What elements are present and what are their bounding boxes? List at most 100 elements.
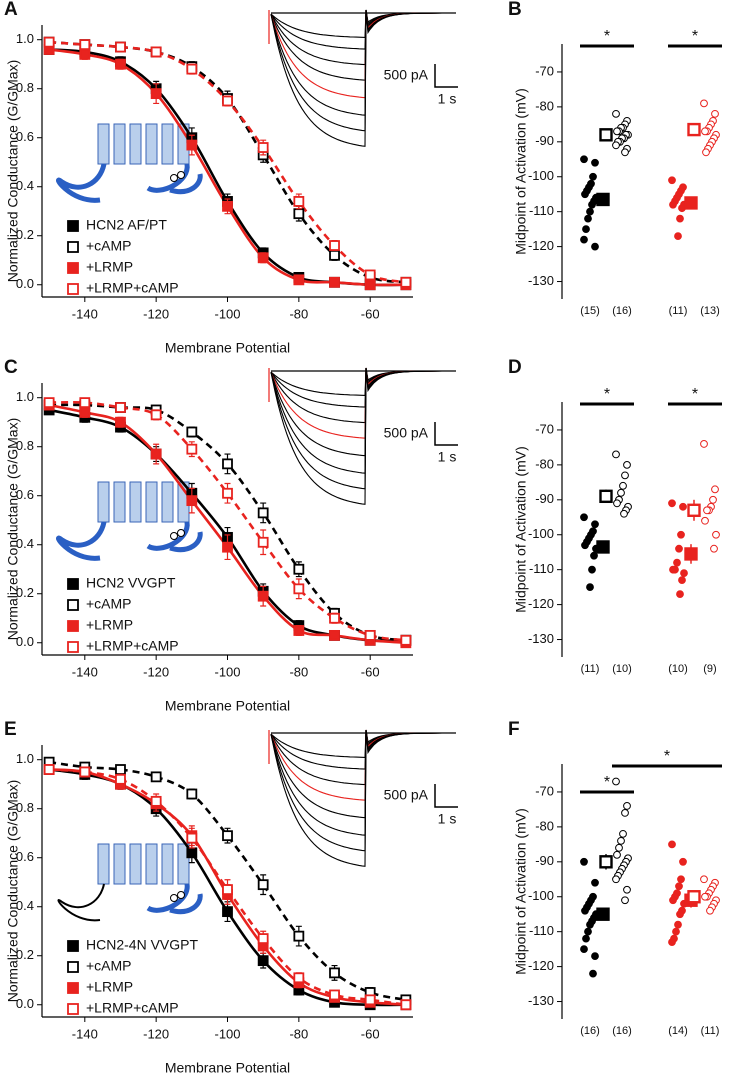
point <box>619 829 627 838</box>
group-label: (9) <box>703 663 716 675</box>
n-terminus <box>55 521 107 561</box>
significance-label: * <box>664 748 670 765</box>
marker <box>222 200 233 212</box>
x-tick-label: -100 <box>214 664 240 679</box>
legend-marker <box>67 1003 79 1015</box>
x-tick-label: -80 <box>289 306 308 321</box>
marker <box>293 208 305 220</box>
trace <box>270 367 454 457</box>
marker <box>364 994 376 1006</box>
trace <box>270 729 454 867</box>
y-tick-label: 0.0 <box>16 996 34 1011</box>
marker <box>43 764 55 775</box>
point <box>679 857 687 866</box>
helix <box>113 481 126 523</box>
mean-marker <box>599 489 613 504</box>
x-tick-label: -100 <box>214 306 240 321</box>
y-tick-label: -120 <box>528 958 554 973</box>
marker <box>257 142 269 153</box>
marker <box>329 629 340 641</box>
trace <box>270 367 454 474</box>
point <box>623 885 631 894</box>
group-label: (13) <box>700 305 720 317</box>
marker <box>186 426 198 438</box>
legend-label: +LRMP <box>86 979 133 995</box>
marker <box>79 766 91 778</box>
y-tick-label: -90 <box>535 491 554 506</box>
point <box>591 242 599 251</box>
panel: F -130 -120 -110 -100 -90 -80 -70 Midpoint of Ac… <box>508 719 722 1037</box>
point <box>701 516 709 525</box>
point <box>612 777 620 786</box>
marker <box>329 612 340 624</box>
marker <box>222 830 233 842</box>
x-axis-title: Membrane Potential <box>165 1060 290 1076</box>
c-terminus <box>146 883 203 914</box>
point <box>580 945 588 954</box>
marker <box>150 771 162 783</box>
legend-marker <box>67 262 79 274</box>
point <box>586 207 594 216</box>
marker <box>400 276 412 288</box>
x-tick-label: -120 <box>143 1026 169 1041</box>
point <box>591 158 599 167</box>
point <box>580 513 588 522</box>
x-tick-label: -80 <box>289 664 308 679</box>
scale-bar <box>434 422 458 446</box>
residue <box>170 894 178 902</box>
group-label: (11) <box>581 663 600 675</box>
group-label: (15) <box>580 305 600 317</box>
marker <box>43 397 55 409</box>
point <box>676 590 684 599</box>
point <box>586 920 594 929</box>
point <box>612 109 620 118</box>
trace <box>270 9 454 38</box>
marker <box>293 972 305 984</box>
y-axis-title: Midpoint of Activation (mV) <box>513 88 529 255</box>
point <box>620 509 628 518</box>
point <box>582 225 590 234</box>
marker <box>257 879 269 891</box>
legend-label: HCN2-4N VVGPT <box>86 937 198 953</box>
legend-label: HCN2 AF/PT <box>86 217 167 233</box>
group-label: (16) <box>580 1025 600 1037</box>
marker <box>222 487 233 499</box>
point <box>710 544 718 553</box>
marker <box>79 407 91 418</box>
point <box>621 896 629 905</box>
panel: D -130 -120 -110 -100 -90 -80 -70 Midpoint of Ac… <box>508 357 722 675</box>
point <box>612 141 620 150</box>
x-tick-label: -120 <box>143 664 169 679</box>
marker <box>222 95 233 107</box>
point <box>702 148 710 157</box>
legend-label: HCN2 VVGPT <box>86 575 176 591</box>
marker <box>293 583 305 595</box>
y-tick-label: -100 <box>528 888 554 903</box>
point <box>701 127 709 136</box>
marker <box>115 402 126 413</box>
helix <box>161 123 174 165</box>
marker <box>222 884 233 895</box>
marker <box>329 276 340 288</box>
marker <box>257 933 269 944</box>
mean-marker <box>684 547 698 561</box>
marker <box>115 773 126 785</box>
y-axis-title: Normalized Conductance (G/GMax) <box>5 780 21 1003</box>
point <box>584 927 592 936</box>
marker <box>115 416 126 428</box>
panel-letter: C <box>4 357 18 378</box>
x-tick-label: -60 <box>361 1026 380 1041</box>
n-terminus <box>55 163 107 203</box>
trace <box>270 9 454 116</box>
marker <box>79 39 91 51</box>
residue <box>177 891 185 899</box>
significance-label: * <box>604 386 610 403</box>
point <box>668 499 676 508</box>
y-tick-label: -130 <box>528 993 554 1008</box>
helix <box>113 843 126 885</box>
point <box>617 836 625 845</box>
marker <box>293 930 305 942</box>
point <box>588 565 596 574</box>
y-axis-title: Midpoint of Activation (mV) <box>513 446 529 613</box>
